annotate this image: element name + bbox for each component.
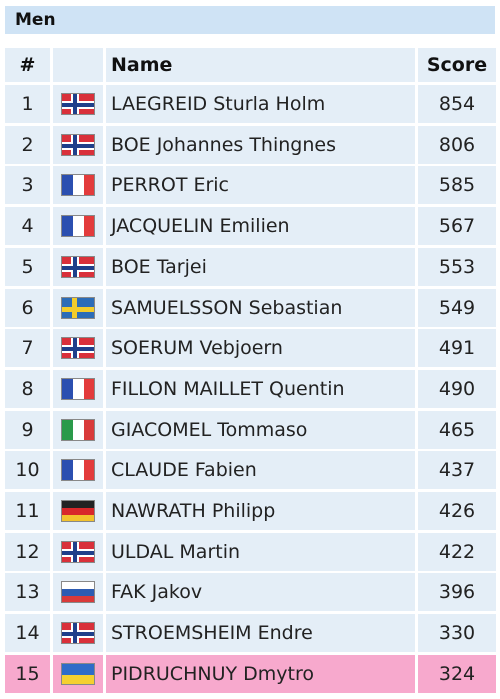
- rank-cell: 10: [5, 451, 50, 490]
- flag-cell: [53, 451, 103, 490]
- score-cell: 330: [418, 614, 496, 653]
- rank-cell: 11: [5, 492, 50, 530]
- name-cell: ULDAL Martin: [106, 532, 415, 571]
- flag-cell: [53, 614, 103, 653]
- name-cell: SAMUELSSON Sebastian: [106, 288, 415, 327]
- score-cell: 553: [418, 247, 496, 286]
- score-cell: 396: [418, 573, 496, 612]
- flag-cell: [53, 410, 103, 449]
- flag-cell: [53, 532, 103, 571]
- flag-cell: [53, 492, 103, 530]
- flag-icon: [61, 215, 95, 238]
- name-cell: LAEGREID Sturla Holm: [106, 85, 415, 123]
- flag-icon: [61, 377, 95, 400]
- name-cell: SOERUM Vebjoern: [106, 329, 415, 368]
- score-cell: 549: [418, 288, 496, 327]
- rank-cell: 8: [5, 369, 50, 408]
- flag-icon: [61, 255, 95, 278]
- name-cell: GIACOMEL Tommaso: [106, 410, 415, 449]
- flag-icon: [61, 337, 95, 360]
- rank-cell: 2: [5, 125, 50, 164]
- name-cell: FILLON MAILLET Quentin: [106, 369, 415, 408]
- score-cell: 465: [418, 410, 496, 449]
- rank-cell: 14: [5, 614, 50, 653]
- header-cell: Name: [106, 48, 415, 82]
- score-cell: 437: [418, 451, 496, 490]
- rank-cell: 13: [5, 573, 50, 612]
- score-cell: 324: [418, 654, 496, 693]
- score-cell: 854: [418, 85, 496, 123]
- score-cell: 422: [418, 532, 496, 571]
- flag-cell: [53, 369, 103, 408]
- rank-cell: 7: [5, 329, 50, 368]
- score-cell: 585: [418, 166, 496, 205]
- name-cell: NAWRATH Philipp: [106, 492, 415, 530]
- name-cell: BOE Tarjei: [106, 247, 415, 286]
- flag-cell: [53, 85, 103, 123]
- rank-cell: 4: [5, 207, 50, 246]
- flag-icon: [61, 662, 95, 685]
- header-cell: #: [5, 48, 50, 82]
- flag-icon: [61, 581, 95, 604]
- rank-cell: 9: [5, 410, 50, 449]
- flag-icon: [61, 93, 95, 115]
- flag-cell: [53, 329, 103, 368]
- flag-icon: [61, 500, 95, 522]
- rank-cell: 12: [5, 532, 50, 571]
- rank-cell: 15: [5, 654, 50, 693]
- flag-icon: [61, 622, 95, 645]
- name-cell: FAK Jakov: [106, 573, 415, 612]
- score-cell: 491: [418, 329, 496, 368]
- rank-cell: 5: [5, 247, 50, 286]
- flag-cell: [53, 247, 103, 286]
- name-cell: CLAUDE Fabien: [106, 451, 415, 490]
- flag-icon: [61, 133, 95, 156]
- rank-cell: 3: [5, 166, 50, 205]
- flag-icon: [61, 174, 95, 197]
- score-cell: 806: [418, 125, 496, 164]
- flag-cell: [53, 166, 103, 205]
- rank-cell: 6: [5, 288, 50, 327]
- flag-cell: [53, 125, 103, 164]
- flag-icon: [61, 296, 95, 319]
- name-cell: BOE Johannes Thingnes: [106, 125, 415, 164]
- name-cell: JACQUELIN Emilien: [106, 207, 415, 246]
- flag-icon: [61, 540, 95, 563]
- score-cell: 567: [418, 207, 496, 246]
- flag-cell: [53, 654, 103, 693]
- flag-cell: [53, 288, 103, 327]
- name-cell: PIDRUCHNUY Dmytro: [106, 654, 415, 693]
- flag-cell: [53, 573, 103, 612]
- header-cell: [53, 48, 103, 82]
- rank-cell: 1: [5, 85, 50, 123]
- flag-icon: [61, 459, 95, 482]
- score-cell: 426: [418, 492, 496, 530]
- section-title: Men: [5, 6, 495, 34]
- score-cell: 490: [418, 369, 496, 408]
- flag-icon: [61, 418, 95, 441]
- name-cell: PERROT Eric: [106, 166, 415, 205]
- header-cell: Score: [418, 48, 496, 82]
- name-cell: STROEMSHEIM Endre: [106, 614, 415, 653]
- flag-cell: [53, 207, 103, 246]
